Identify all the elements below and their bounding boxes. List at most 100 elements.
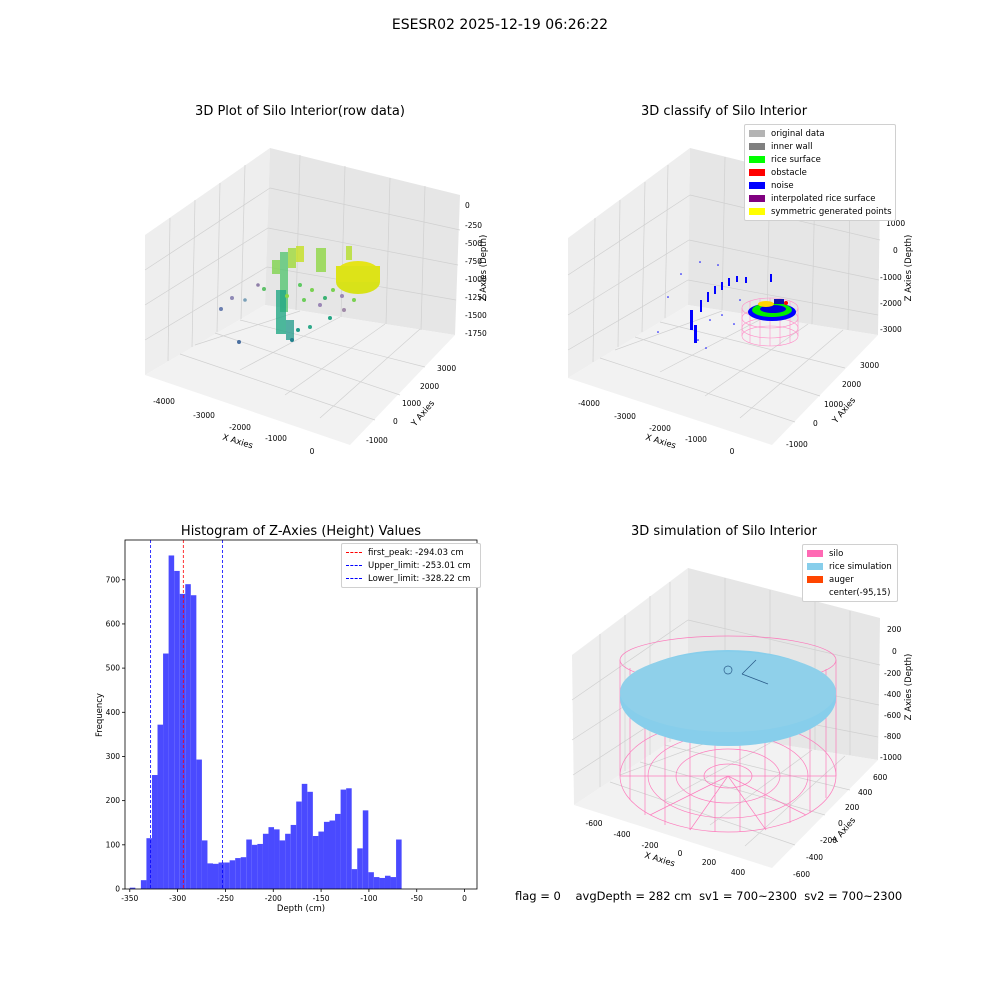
hist-bar bbox=[201, 840, 208, 889]
panel2-3d-plot: -4000 -3000 -2000 -1000 0 X Axies -1000 … bbox=[567, 148, 914, 455]
hist-bar bbox=[396, 839, 402, 889]
p1-ztick: 0 bbox=[465, 201, 470, 210]
p1-xtick: -4000 bbox=[153, 397, 175, 406]
p2-xtick: -2000 bbox=[649, 424, 671, 433]
status-avg-depth: avgDepth = 282 cm bbox=[575, 889, 692, 903]
hist-bar bbox=[262, 833, 269, 889]
p4-legend-item-rice: rice simulation bbox=[807, 560, 893, 573]
legend-label: silo bbox=[829, 548, 844, 559]
p2-obstacle-point bbox=[784, 301, 788, 305]
p4-xlabel: X Axies bbox=[643, 851, 676, 870]
figure-title: ESESR02 2025-12-19 06:26:22 bbox=[391, 17, 609, 33]
hist-bar bbox=[296, 801, 302, 889]
p1-xtick: -3000 bbox=[193, 411, 215, 420]
hist-bar bbox=[318, 831, 324, 889]
p2-z-ticklabels: 1000 0 -1000 -2000 -3000 bbox=[880, 219, 905, 334]
legend-swatch bbox=[749, 182, 765, 189]
p4-ztick: 0 bbox=[892, 647, 897, 656]
p1-ztick: -250 bbox=[465, 221, 482, 230]
p1-scatter-points bbox=[219, 283, 356, 344]
p2-obstacle-area bbox=[774, 299, 784, 304]
panel4-title: 3D simulation of Silo Interior bbox=[631, 524, 817, 539]
panel4-3d-plot: -600 -400 -200 0 200 400 X Axies -600 -4… bbox=[571, 568, 914, 879]
p2-legend-item-obstacle: obstacle bbox=[749, 166, 891, 179]
p2-ztick: -2000 bbox=[880, 299, 902, 308]
p4-ztick: -200 bbox=[884, 669, 901, 678]
legend-label: Lower_limit: -328.22 cm bbox=[368, 573, 471, 584]
hist-ytick-label: 600 bbox=[106, 619, 121, 628]
hist-xtick-label: 0 bbox=[462, 894, 467, 903]
p4-xtick: -200 bbox=[641, 841, 658, 850]
legend-label: interpolated rice surface bbox=[771, 193, 876, 204]
hist-bar bbox=[379, 877, 385, 889]
p4-xtick: -400 bbox=[613, 830, 630, 839]
p2-xtick: -3000 bbox=[614, 412, 636, 421]
hist-x-ticks: -350 -300 -250 -200 -150 -100 -50 0 bbox=[121, 889, 467, 903]
hist-xtick-label: -150 bbox=[313, 894, 330, 903]
hist-xtick-label: -350 bbox=[121, 894, 138, 903]
p2-ztick: -1000 bbox=[880, 273, 902, 282]
p1-ytick: 3000 bbox=[437, 364, 456, 373]
legend-label: Upper_limit: -253.01 cm bbox=[368, 560, 471, 571]
p4-ytick: 200 bbox=[845, 803, 860, 812]
p2-ytick: 0 bbox=[813, 419, 818, 428]
p1-x-ticklabels: -4000 -3000 -2000 -1000 0 bbox=[153, 397, 315, 455]
p4-ytick: -200 bbox=[820, 836, 837, 845]
hist-xtick-label: -300 bbox=[169, 894, 186, 903]
p4-ytick: -400 bbox=[806, 853, 823, 862]
p4-ztick: 200 bbox=[887, 625, 902, 634]
p1-ytick: 2000 bbox=[420, 382, 439, 391]
p2-legend-item-symmetric: symmetric generated points bbox=[749, 205, 892, 218]
p2-ytick: 1000 bbox=[824, 400, 843, 409]
hist-bar bbox=[224, 862, 230, 889]
legend-swatch bbox=[807, 563, 823, 570]
legend-label: auger bbox=[829, 574, 854, 585]
hist-bar bbox=[185, 584, 191, 889]
p3-legend-item-peak: first_peak: -294.03 cm bbox=[346, 546, 476, 559]
hist-bar bbox=[229, 860, 236, 889]
hist-bar bbox=[301, 783, 308, 889]
hist-bars bbox=[129, 555, 402, 889]
p4-xtick: 0 bbox=[678, 849, 683, 858]
p2-xlabel: X Axies bbox=[644, 433, 677, 452]
hist-bar bbox=[274, 829, 280, 889]
p2-legend-item-inner-wall: inner wall bbox=[749, 140, 891, 153]
p2-symmetric-points bbox=[758, 301, 774, 307]
p2-zlabel: Z Axies (Depth) bbox=[904, 235, 914, 302]
legend-swatch bbox=[807, 576, 823, 583]
hist-bar bbox=[251, 844, 258, 889]
hist-bar bbox=[346, 788, 352, 889]
hist-xtick-label: -200 bbox=[265, 894, 282, 903]
p4-legend-item-silo: silo bbox=[807, 547, 893, 560]
p4-ytick: 600 bbox=[873, 773, 888, 782]
hist-bar bbox=[257, 843, 263, 889]
p4-ylabel: Y Axies bbox=[830, 815, 858, 846]
hist-xtick-label: -100 bbox=[360, 894, 377, 903]
p2-x-ticklabels: -4000 -3000 -2000 -1000 0 bbox=[578, 399, 735, 455]
p1-ytick: -1000 bbox=[366, 436, 388, 445]
hist-bar bbox=[268, 827, 275, 889]
p2-xtick: -4000 bbox=[578, 399, 600, 408]
hist-bar bbox=[151, 775, 158, 889]
hist-bar bbox=[174, 570, 180, 889]
p4-ztick: -600 bbox=[884, 711, 901, 720]
hist-ytick-label: 400 bbox=[106, 708, 121, 717]
p4-zlabel: Z Axies (Depth) bbox=[904, 654, 914, 721]
status-flag: flag = 0 bbox=[515, 889, 561, 903]
hist-bar bbox=[213, 863, 219, 889]
legend-line bbox=[346, 578, 362, 579]
hist-ytick-label: 0 bbox=[115, 885, 120, 894]
hist-bar bbox=[218, 862, 225, 889]
legend-swatch bbox=[749, 169, 765, 176]
p4-z-ticklabels: 200 0 -200 -400 -600 -800 -1000 bbox=[880, 625, 902, 762]
p2-legend-item-rice: rice surface bbox=[749, 153, 891, 166]
legend-label: obstacle bbox=[771, 167, 807, 178]
hist-bar bbox=[285, 833, 291, 889]
p2-ztick: 0 bbox=[893, 246, 898, 255]
p1-grid bbox=[144, 154, 461, 421]
p2-legend-item-noise: noise bbox=[749, 179, 891, 192]
hist-bar bbox=[129, 887, 136, 889]
hist-bar bbox=[373, 877, 380, 889]
hist-bar bbox=[340, 789, 347, 889]
legend-swatch bbox=[807, 550, 823, 557]
